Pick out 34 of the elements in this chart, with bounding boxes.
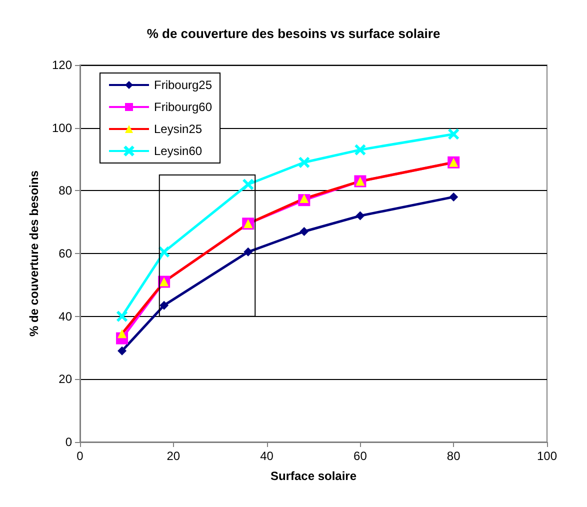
point: [356, 211, 365, 220]
x-tick-label: 40: [260, 449, 274, 463]
point: [449, 192, 458, 202]
y-tick-label: 0: [65, 435, 72, 449]
point: [300, 227, 309, 236]
point: [300, 194, 309, 204]
legend-label: Leysin60: [154, 144, 202, 158]
point: [244, 247, 253, 256]
y-tick-label: 60: [58, 246, 72, 260]
x-tick-label: 100: [536, 449, 558, 463]
point: [242, 179, 254, 190]
y-tick-label: 40: [58, 309, 72, 324]
point: [116, 311, 128, 322]
y-tick-label: 120: [52, 58, 72, 72]
point: [354, 144, 366, 156]
point: [118, 346, 127, 356]
legend-label: Fribourg60: [154, 100, 212, 114]
point: [298, 157, 310, 168]
x-axis-title: Surface solaire: [270, 469, 357, 483]
y-axis-title: % de couverture des besoins: [27, 170, 41, 337]
x-tick-label: 0: [76, 449, 84, 463]
x-tick-label: 80: [446, 449, 461, 463]
point: [160, 300, 169, 310]
y-tick-label: 80: [58, 184, 72, 198]
point: [118, 329, 127, 338]
legend-label: Leysin25: [154, 122, 202, 136]
chart-title: % de couverture des besoins vs surface solaire: [146, 26, 440, 41]
y-tick-label: 100: [52, 120, 72, 135]
legend-label: Fribourg25: [154, 78, 212, 92]
x-tick-label: 20: [166, 449, 180, 463]
x-tick-label: 60: [354, 449, 368, 463]
point: [448, 128, 459, 140]
y-tick-label: 20: [58, 372, 72, 386]
point: [158, 246, 170, 258]
